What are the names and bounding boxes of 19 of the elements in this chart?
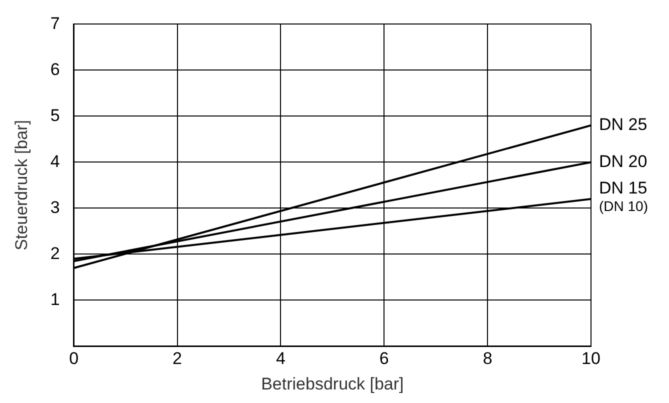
y-tick-label: 6 xyxy=(50,60,60,79)
series-label: DN 20 xyxy=(599,152,648,171)
y-tick-label: 2 xyxy=(50,244,60,263)
series-label: DN 15 xyxy=(599,178,648,198)
x-tick-label: 4 xyxy=(276,349,286,368)
x-tick-label: 2 xyxy=(172,349,182,368)
y-tick-label: 1 xyxy=(50,290,60,309)
y-tick-label: 7 xyxy=(50,14,60,33)
x-axis-title: Betriebsdruck [bar] xyxy=(261,374,404,394)
y-tick-label: 3 xyxy=(50,198,60,217)
annotation: (DN 10) xyxy=(599,198,648,214)
x-tick-label: 8 xyxy=(482,349,492,368)
x-tick-label: 6 xyxy=(379,349,389,368)
y-tick-label: 5 xyxy=(50,106,60,125)
y-tick-label: 4 xyxy=(50,152,60,171)
series-label: DN 25 xyxy=(599,115,648,134)
x-tick-label: 0 xyxy=(69,349,79,368)
x-tick-label: 10 xyxy=(582,349,600,368)
y-axis-title: Steuerdruck [bar] xyxy=(12,120,31,250)
